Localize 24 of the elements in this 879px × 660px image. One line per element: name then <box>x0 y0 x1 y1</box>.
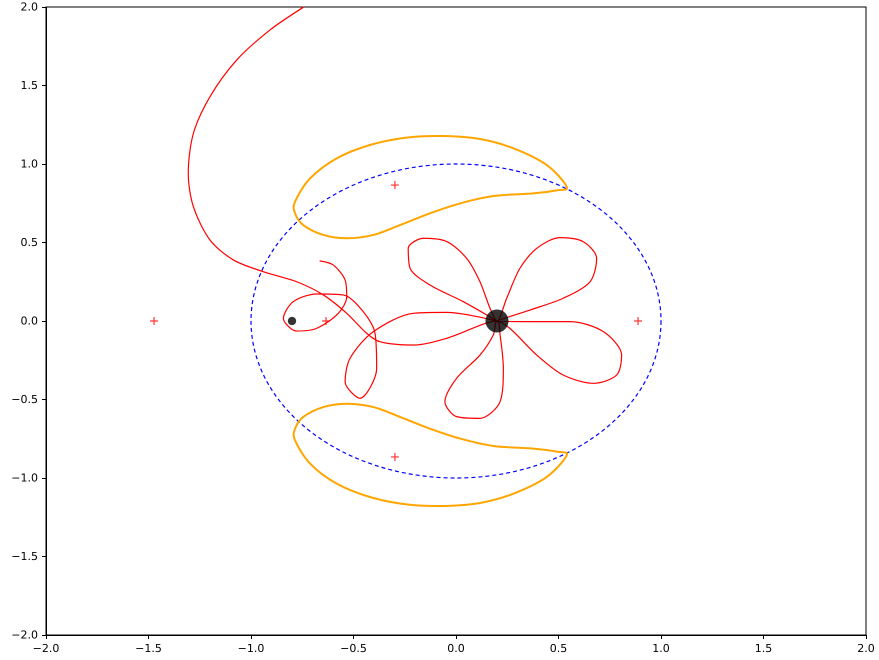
x-tick-label: −0.5 <box>340 642 367 655</box>
x-tick-label: 1.5 <box>754 642 772 655</box>
point <box>321 316 331 326</box>
x-tick-label: 2.0 <box>857 642 875 655</box>
y-tick-label: 0.5 <box>20 236 38 249</box>
y-tick-label: 2.0 <box>20 0 38 14</box>
x-tick-label: 0.0 <box>447 642 465 655</box>
y-tick-label: −0.5 <box>11 393 38 406</box>
x-tick-label: 1.0 <box>652 642 670 655</box>
point <box>633 316 643 326</box>
x-tick-label: −1.5 <box>135 642 162 655</box>
y-tick-label: 1.0 <box>20 158 38 170</box>
x-tick-label: 0.5 <box>550 642 568 655</box>
point <box>149 316 159 326</box>
x-tick-label: −1.0 <box>238 642 264 655</box>
y-tick-label: 0.0 <box>20 314 38 328</box>
line-series <box>188 6 622 419</box>
point <box>390 452 400 462</box>
point <box>390 180 400 190</box>
y-tick-label: −1.0 <box>11 472 38 484</box>
y-tick-label: 1.5 <box>20 79 38 92</box>
x-tick-label: −2.0 <box>32 642 60 655</box>
y-tick-label: −1.5 <box>11 550 38 563</box>
y-tick-label: −2.0 <box>11 628 38 642</box>
